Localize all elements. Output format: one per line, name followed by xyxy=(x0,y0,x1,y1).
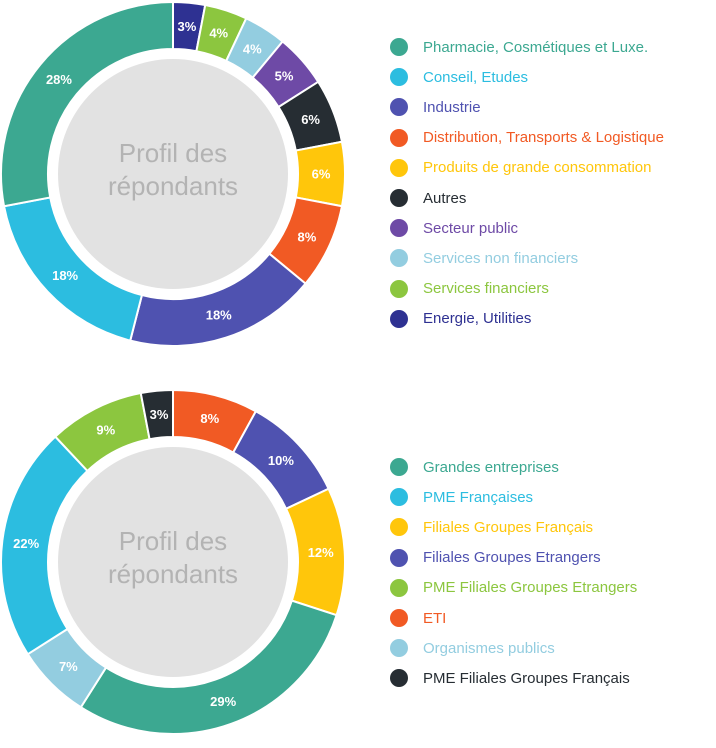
respondent-profile-company-type-chart: 8% 10% 12% 29% 7% 22% 9% 3% Profil des répondants… xyxy=(0,388,716,748)
slice-value-label: 9% xyxy=(96,423,115,438)
slice-value-label: 22% xyxy=(13,536,39,551)
slice-value-label: 6% xyxy=(301,112,320,127)
respondent-profile-sector-chart: 3% 4% 4% 5% 6% 6% 8% 18% 18% 28% Profil des réponda… xyxy=(0,0,716,360)
legend-label: Secteur public xyxy=(423,219,519,237)
legend-swatch xyxy=(390,458,408,477)
slice-value-label: 5% xyxy=(275,69,294,84)
slice-value-label: 8% xyxy=(298,230,317,245)
legend-label: PME Filiales Groupes Français xyxy=(423,669,630,687)
slice-value-label: 28% xyxy=(46,72,72,87)
slice-value-label: 6% xyxy=(312,167,331,182)
slice-value-label: 4% xyxy=(243,42,262,57)
legend-label: Conseil, Etudes xyxy=(423,68,529,86)
slice-value-label: 18% xyxy=(52,268,78,283)
legend-swatch xyxy=(390,309,408,328)
sector-legend: Pharmacie, Cosmétiques et Luxe. Conseil, … xyxy=(390,32,664,334)
legend-label: Energie, Utilities xyxy=(423,310,532,328)
legend-swatch xyxy=(390,548,408,567)
center-title-line: Profil des xyxy=(119,138,227,168)
legend-swatch xyxy=(390,128,408,147)
center-title-line: répondants xyxy=(108,559,238,589)
legend-label: Organismes publics xyxy=(423,639,555,657)
donut-center xyxy=(58,59,288,289)
legend-swatch xyxy=(390,219,408,238)
legend-label: Autres xyxy=(423,189,467,207)
legend-label: PME Françaises xyxy=(423,488,534,506)
legend-item: Secteur public xyxy=(390,213,664,243)
legend-item: Services non financiers xyxy=(390,243,664,273)
legend-swatch xyxy=(390,38,408,57)
legend-label: PME Filiales Groupes Etrangers xyxy=(423,579,638,597)
legend-swatch xyxy=(390,98,408,117)
legend-item: Produits de grande consommation xyxy=(390,153,664,183)
legend-item: PME Françaises xyxy=(390,482,637,512)
sector-donut: 3% 4% 4% 5% 6% 6% 8% 18% 18% 28% Profil desréponda… xyxy=(0,0,346,347)
legend-swatch xyxy=(390,68,408,87)
legend-label: Produits de grande consommation xyxy=(423,159,652,177)
legend-label: Services non financiers xyxy=(423,249,579,267)
donut-center xyxy=(58,447,288,677)
center-title-line: répondants xyxy=(108,171,238,201)
legend-label: Filiales Groupes Français xyxy=(423,518,594,536)
legend-item: Services financiers xyxy=(390,274,664,304)
legend-swatch xyxy=(390,578,408,597)
legend-swatch xyxy=(390,249,408,268)
slice-value-label: 12% xyxy=(308,545,334,560)
legend-label: ETI xyxy=(423,609,447,627)
donut-slice xyxy=(0,0,174,208)
legend-item: PME Filiales Groupes Etrangers xyxy=(390,573,637,603)
legend-label: Distribution, Transports & Logistique xyxy=(423,129,664,147)
legend-item: Organismes publics xyxy=(390,633,637,663)
legend-item: Pharmacie, Cosmétiques et Luxe. xyxy=(390,32,664,62)
legend-swatch xyxy=(390,639,408,658)
donut-slice xyxy=(139,388,174,441)
legend-swatch xyxy=(390,609,408,628)
legend-item: Autres xyxy=(390,183,664,213)
legend-swatch xyxy=(390,189,408,208)
legend-item: Filiales Groupes Etrangers xyxy=(390,543,637,573)
company-type-legend: Grandes entreprises PME Françaises Filiale… xyxy=(390,452,637,694)
legend-item: Grandes entreprises xyxy=(390,452,637,482)
slice-value-label: 3% xyxy=(150,407,169,422)
legend-swatch xyxy=(390,279,408,298)
slice-value-label: 4% xyxy=(209,26,228,41)
slice-value-label: 10% xyxy=(268,453,294,468)
legend-item: Conseil, Etudes xyxy=(390,62,664,92)
slice-value-label: 3% xyxy=(178,19,197,34)
legend-swatch xyxy=(390,518,408,537)
slice-value-label: 18% xyxy=(206,307,232,322)
center-title-line: Profil des xyxy=(119,526,227,556)
legend-label: Grandes entreprises xyxy=(423,458,559,476)
slice-value-label: 29% xyxy=(210,694,236,709)
legend-item: Filiales Groupes Français xyxy=(390,512,637,542)
legend-label: Pharmacie, Cosmétiques et Luxe. xyxy=(423,38,649,56)
legend-label: Services financiers xyxy=(423,280,549,298)
legend-item: ETI xyxy=(390,603,637,633)
legend-swatch xyxy=(390,669,408,688)
slice-value-label: 8% xyxy=(200,411,219,426)
legend-item: Energie, Utilities xyxy=(390,304,664,334)
legend-label: Industrie xyxy=(423,98,481,116)
legend-item: PME Filiales Groupes Français xyxy=(390,663,637,693)
legend-item: Industrie xyxy=(390,92,664,122)
legend-item: Distribution, Transports & Logistique xyxy=(390,123,664,153)
legend-label: Filiales Groupes Etrangers xyxy=(423,549,601,567)
legend-swatch xyxy=(390,158,408,177)
legend-swatch xyxy=(390,488,408,507)
slice-value-label: 7% xyxy=(59,659,78,674)
